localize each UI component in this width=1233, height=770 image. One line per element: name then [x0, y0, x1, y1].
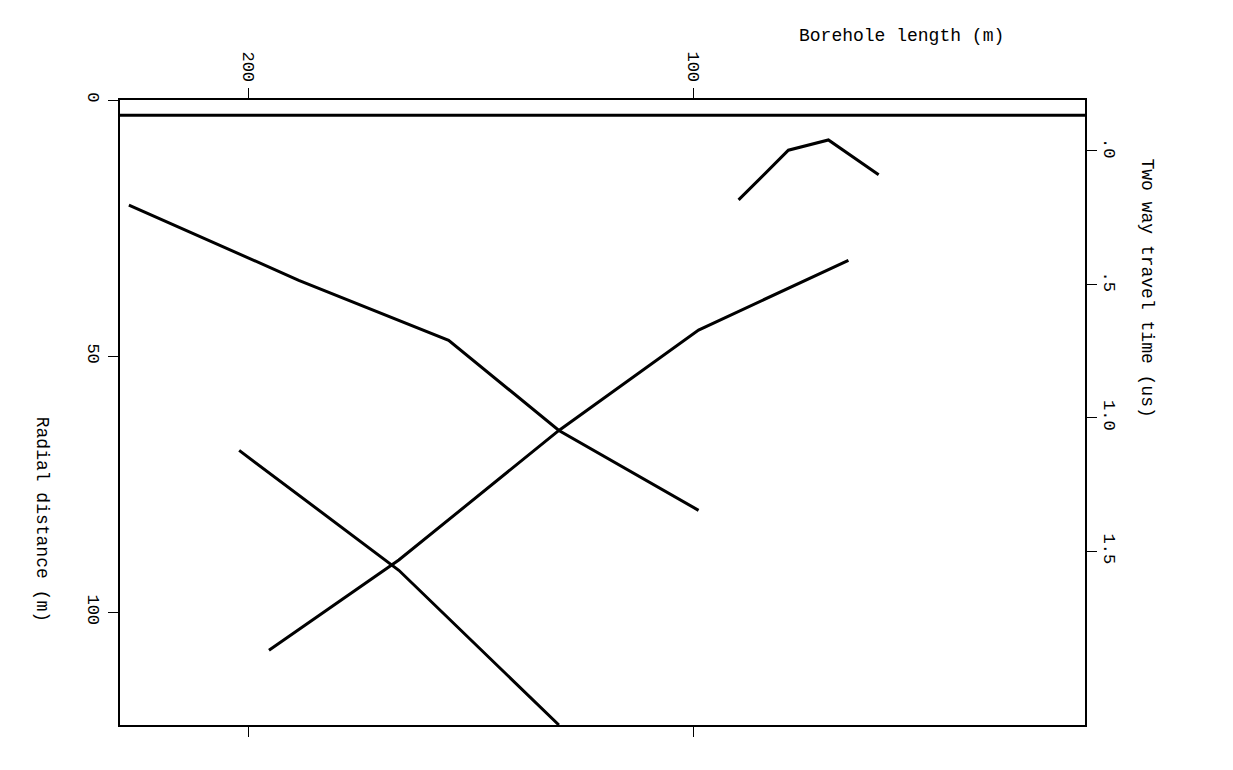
svg-text:1.5: 1.5: [1099, 534, 1118, 565]
svg-text:50: 50: [83, 343, 102, 363]
svg-text:0: 0: [83, 92, 102, 102]
svg-text:Radial distance (m): Radial distance (m): [32, 417, 52, 622]
svg-text:100: 100: [83, 594, 102, 625]
svg-text:.5: .5: [1099, 272, 1118, 292]
svg-text:Borehole length (m): Borehole length (m): [799, 26, 1004, 46]
svg-text:1.0: 1.0: [1099, 400, 1118, 431]
svg-text:200: 200: [238, 51, 257, 82]
svg-text:Two way travel time (us): Two way travel time (us): [1137, 159, 1157, 418]
svg-text:.0: .0: [1099, 138, 1118, 158]
svg-text:100: 100: [683, 51, 702, 82]
